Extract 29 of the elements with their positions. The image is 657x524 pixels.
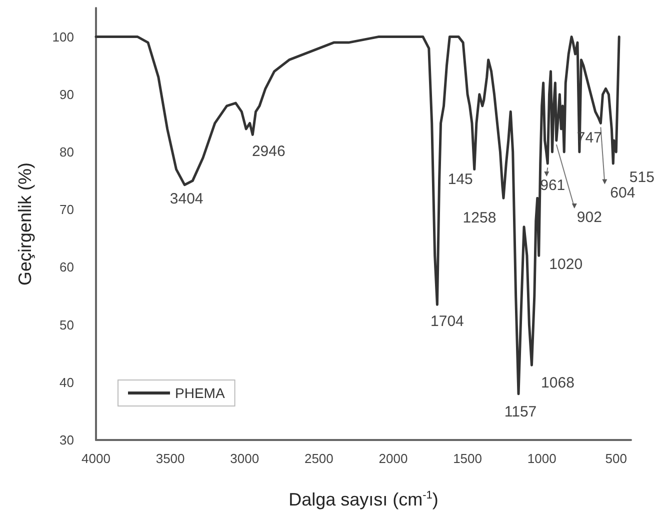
- annotation: 1258: [462, 210, 496, 227]
- x-tick-label: 500: [605, 451, 627, 466]
- x-tick-label: 3000: [230, 451, 260, 466]
- annotation: 145: [448, 170, 473, 188]
- y-tick-label: 70: [60, 202, 74, 218]
- annotation: 604: [610, 184, 636, 202]
- x-tick-label: 1000: [527, 451, 556, 466]
- annotation: 1157: [504, 403, 537, 420]
- annotation: 902: [576, 208, 602, 226]
- legend-label: PHEMA: [175, 385, 226, 401]
- x-tick-label: 1500: [453, 451, 482, 466]
- y-tick-label: 80: [60, 144, 74, 160]
- x-tick-label: 2000: [378, 451, 408, 466]
- annotation: 1068: [541, 374, 574, 392]
- y-tick-label: 90: [60, 86, 74, 102]
- y-tick-label: 40: [60, 374, 74, 390]
- x-tick-label: 2500: [304, 451, 334, 466]
- x-tick-label: 4000: [82, 451, 110, 466]
- y-tick-label: 100: [52, 29, 74, 44]
- annotation: 1704: [430, 313, 464, 330]
- annotation: 1020: [549, 256, 583, 274]
- y-tick-label: 50: [60, 317, 74, 332]
- x-tick-label: 3500: [156, 451, 185, 466]
- y-tick-label: 30: [60, 432, 74, 448]
- annotation: 3404: [170, 190, 204, 208]
- y-tick-label: 60: [60, 260, 74, 275]
- y-axis-title: Geçirgenlik (%): [15, 162, 35, 286]
- annotation: 2946: [252, 143, 286, 160]
- annotation: 515: [629, 169, 654, 186]
